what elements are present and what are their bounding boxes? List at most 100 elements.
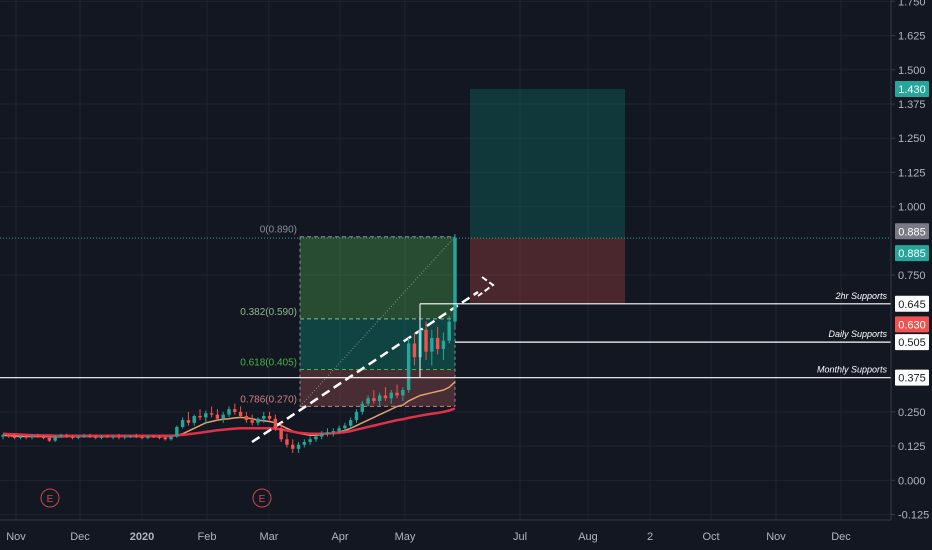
target-zone: [470, 88, 625, 239]
time-tick-label: Oct: [702, 531, 719, 543]
candle-body: [204, 413, 208, 418]
candlestick-series: [1, 234, 457, 453]
candle-body: [331, 431, 336, 433]
time-tick-label: Apr: [331, 531, 348, 543]
support-label: Monthly Supports: [817, 365, 888, 375]
candle-body: [238, 411, 243, 416]
candle-body: [128, 435, 133, 437]
candle-body: [140, 437, 144, 439]
price-tick-label: 1.250: [898, 133, 926, 145]
candle-body: [105, 436, 110, 438]
price-tick-label: 0.250: [898, 407, 926, 419]
candle-body: [111, 436, 115, 438]
price-badge-label: 0.885: [898, 248, 926, 260]
candle-body: [53, 436, 57, 441]
long-position-tool[interactable]: [0, 88, 891, 304]
candle-body: [65, 435, 69, 437]
candle-body: [76, 436, 81, 438]
candle-body: [134, 435, 138, 438]
candle-body: [209, 413, 214, 415]
candle-body: [1, 435, 5, 437]
candle-body: [117, 436, 121, 438]
projection-arrow-head: [477, 276, 495, 297]
fib-level-label: 0(0.890): [260, 225, 297, 236]
candle-body: [435, 338, 440, 349]
price-badge-label: 0.645: [898, 299, 926, 311]
time-tick-label: 2: [647, 531, 653, 543]
candle-body: [279, 428, 283, 440]
candle-body: [99, 436, 104, 438]
candle-body: [36, 435, 40, 438]
candle-body: [215, 414, 220, 419]
fib-zone-0382-0618: [300, 318, 455, 370]
stop-zone: [470, 238, 625, 304]
candle-body: [122, 436, 127, 438]
candle-body: [7, 435, 11, 437]
candle-body: [343, 425, 347, 429]
candle-body: [406, 343, 411, 390]
price-badge-label: 0.885: [898, 226, 926, 238]
candle-body: [59, 435, 63, 437]
time-tick-label: Dec: [70, 531, 90, 543]
candle-body: [221, 414, 225, 419]
candle-body: [308, 439, 312, 442]
price-badge: [895, 223, 929, 240]
candle-body: [285, 439, 289, 445]
price-tick-label: -0.125: [898, 510, 929, 522]
candle-body: [302, 442, 307, 445]
price-tick-label: 1.000: [898, 202, 926, 214]
candle-body: [82, 435, 86, 437]
candle-body: [169, 436, 173, 440]
candle-body: [296, 444, 301, 449]
candle-body: [70, 436, 75, 438]
earnings-event-marker: [252, 488, 272, 508]
candle-body: [366, 398, 370, 404]
candle-body: [192, 416, 196, 423]
support-levels[interactable]: 2hr Supports Daily Supports Monthly Suppor…: [0, 291, 891, 379]
candle-body: [41, 437, 46, 439]
fib-level-label: 0.618(0.405): [240, 357, 297, 368]
candle-body: [262, 416, 266, 419]
price-tick-label: 1.500: [898, 65, 926, 77]
earnings-event-marker: [40, 488, 60, 508]
candle-body: [163, 437, 167, 440]
candle-body: [47, 437, 52, 441]
candle-body: [198, 416, 202, 418]
candle-body: [175, 426, 179, 437]
candle-body: [389, 392, 393, 399]
candle-body: [18, 436, 23, 438]
candle-body: [88, 435, 92, 437]
price-badge-label: 0.375: [898, 373, 926, 385]
earnings-event-label: E: [259, 494, 266, 505]
candle-body: [453, 238, 457, 322]
candle-body: [186, 420, 191, 423]
price-axis[interactable]: 1.750 1.625 1.500 1.375 1.250 1.125 1.000 0.750…: [890, 0, 932, 550]
time-axis-bg: [0, 520, 932, 550]
candle-body: [424, 329, 428, 352]
price-badge-label: 1.430: [898, 84, 926, 96]
candle-body: [395, 392, 399, 396]
candle-body: [12, 436, 17, 438]
price-badge: [895, 334, 929, 351]
candle-body: [314, 436, 318, 440]
fib-zone-0618-0786: [300, 369, 455, 407]
candle-body: [360, 403, 364, 412]
price-badge: [895, 369, 929, 386]
candle-body: [233, 409, 237, 412]
candle-body: [157, 437, 162, 439]
price-tick-label: 0.125: [898, 441, 926, 453]
candle-body: [30, 435, 34, 438]
price-badge-label: 0.505: [898, 337, 926, 349]
time-tick-label: Aug: [578, 531, 598, 543]
candle-body: [401, 390, 405, 396]
candle-body: [267, 416, 272, 419]
time-axis[interactable]: Nov Dec 2020 Feb Mar Apr May Jul Aug 2 Oct Nov Dec: [0, 519, 932, 550]
time-tick-label: Nov: [6, 531, 26, 543]
fib-trend-line: [299, 236, 456, 407]
candle-body: [227, 409, 231, 415]
chart-grid: [0, 0, 891, 520]
candle-body: [348, 420, 353, 426]
earnings-event-label: E: [47, 494, 54, 505]
